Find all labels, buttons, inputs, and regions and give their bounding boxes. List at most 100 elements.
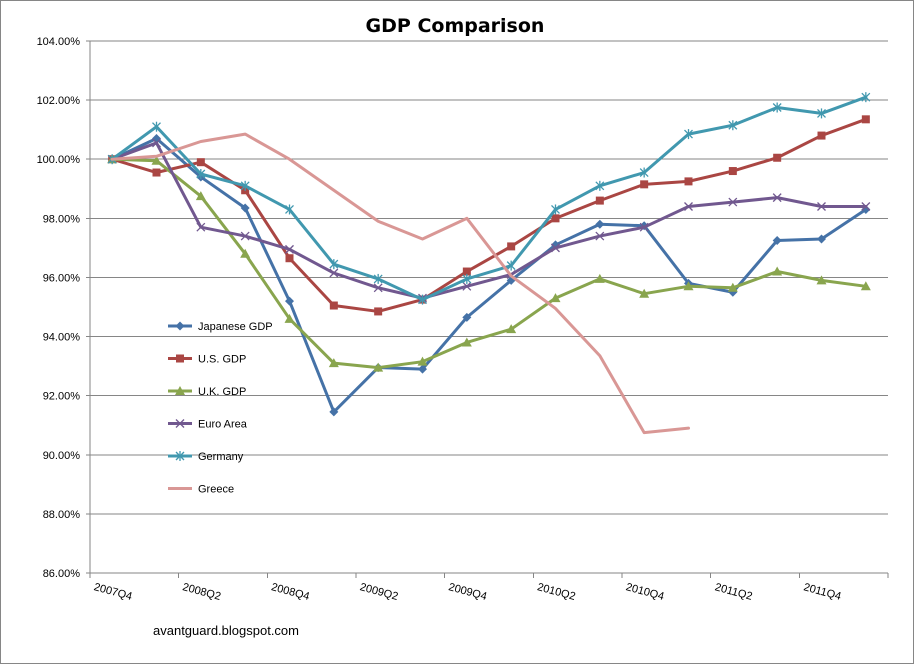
y-tick-label: 94.00% <box>43 332 81 344</box>
data-point-u-s-gdp <box>462 267 471 276</box>
marker-stroke <box>595 231 605 241</box>
marker-stroke <box>240 231 250 241</box>
data-point-japanese-gdp <box>240 203 250 213</box>
marker-stroke <box>373 283 383 293</box>
data-point-japanese-gdp <box>462 312 472 322</box>
x-tick-label: 2009Q2 <box>358 581 399 603</box>
marker-stroke <box>817 202 826 211</box>
plot-area: 86.00% 88.00% 90.00% 92.00% 94.00% 96.00% 98.0… <box>37 36 889 603</box>
data-point-euro-area <box>285 244 294 254</box>
data-point-germany <box>329 259 339 270</box>
x-tick-label: 2010Q4 <box>624 581 665 603</box>
legend-swatch-marker <box>175 419 185 428</box>
data-point-germany <box>152 121 161 132</box>
data-point-japanese-gdp <box>285 296 294 306</box>
legend-swatch-marker <box>176 354 184 363</box>
data-point-euro-area <box>684 202 693 211</box>
data-point-euro-area <box>639 222 649 232</box>
data-point-japanese-gdp <box>329 407 339 417</box>
data-point-u-k-gdp <box>373 362 384 372</box>
data-point-u-k-gdp <box>816 275 827 285</box>
data-point-u-k-gdp <box>151 155 162 165</box>
data-point-germany <box>772 102 782 113</box>
data-point-euro-area <box>196 222 206 232</box>
data-point-u-k-gdp <box>727 282 738 292</box>
x-tick-label: 2010Q2 <box>536 581 577 603</box>
data-point-japanese-gdp <box>595 219 605 229</box>
data-point-u-k-gdp <box>195 191 206 201</box>
data-point-u-k-gdp <box>506 324 517 334</box>
series-line-u-k-gdp <box>110 157 868 370</box>
legend-swatch-marker <box>175 321 185 331</box>
data-point-euro-area <box>817 202 826 211</box>
data-point-u-s-gdp <box>196 158 205 167</box>
series-line-u-s-gdp <box>110 117 868 313</box>
y-tick-label: 96.00% <box>43 272 81 284</box>
chart-title: GDP Comparison <box>366 15 545 37</box>
series-line-greece <box>110 132 690 435</box>
data-point-u-k-gdp <box>461 337 472 347</box>
data-point-euro-area <box>595 231 605 241</box>
data-point-germany <box>595 180 605 191</box>
x-tick-label: 2007Q4 <box>92 581 133 603</box>
y-tick-label: 102.00% <box>37 95 81 107</box>
data-point-u-s-gdp <box>861 115 870 124</box>
x-tick-label: 2009Q4 <box>447 581 488 603</box>
legend: Japanese GDP U.S. GDP U.K. GDP Euro Area Ger… <box>168 321 273 496</box>
data-point-u-k-gdp <box>284 313 295 323</box>
y-tick-label: 100.00% <box>37 154 81 166</box>
data-point-germany <box>861 92 871 103</box>
data-point-germany <box>285 204 294 215</box>
series-euro-area <box>107 138 871 303</box>
data-point-japanese-gdp <box>772 236 782 245</box>
data-point-germany <box>462 273 472 284</box>
data-point-euro-area <box>462 281 472 291</box>
data-point-u-k-gdp <box>639 288 650 298</box>
data-point-germany <box>196 169 206 179</box>
legend-item-u-s-gdp: U.S. GDP <box>168 354 246 366</box>
data-point-u-k-gdp <box>860 281 871 291</box>
data-point-u-s-gdp <box>551 214 560 223</box>
legend-item-u-k-gdp: U.K. GDP <box>168 386 246 398</box>
data-point-u-k-gdp <box>772 266 783 276</box>
data-point-u-s-gdp <box>773 153 782 162</box>
data-point-u-s-gdp <box>595 196 604 205</box>
series-germany <box>107 92 871 305</box>
series-u-s-gdp <box>108 115 870 316</box>
data-point-u-s-gdp <box>684 177 693 186</box>
data-point-germany <box>817 108 826 119</box>
legend-label: U.K. GDP <box>198 386 246 398</box>
legend-swatch-marker <box>175 451 185 461</box>
y-tick-label: 86.00% <box>43 568 81 580</box>
data-point-u-s-gdp <box>507 242 516 251</box>
legend-swatch-marker <box>175 386 185 395</box>
credit-text: avantguard.blogspot.com <box>153 623 299 638</box>
marker-stroke <box>285 244 294 254</box>
data-point-euro-area <box>861 202 871 211</box>
marker-stroke <box>728 197 738 207</box>
y-tick-label: 104.00% <box>37 36 81 48</box>
marker-stroke <box>462 281 472 291</box>
data-point-u-k-gdp <box>240 248 251 258</box>
legend-label: Euro Area <box>198 419 248 431</box>
data-point-euro-area <box>728 197 738 207</box>
marker-stroke <box>196 222 206 232</box>
y-tick-label: 92.00% <box>43 391 81 403</box>
legend-item-greece: Greece <box>168 484 234 496</box>
data-point-euro-area <box>152 138 161 148</box>
data-point-u-k-gdp <box>683 281 694 291</box>
data-point-u-s-gdp <box>374 307 383 316</box>
data-point-u-s-gdp <box>728 167 737 176</box>
data-point-euro-area <box>373 283 383 293</box>
marker-stroke <box>152 138 161 148</box>
data-point-u-s-gdp <box>640 180 649 189</box>
data-point-germany <box>240 180 250 191</box>
marker-stroke <box>772 193 782 203</box>
marker-stroke <box>684 202 693 211</box>
x-tick-label: 2011Q2 <box>714 581 754 603</box>
data-point-euro-area <box>551 243 560 253</box>
data-point-germany <box>418 294 427 305</box>
data-point-u-k-gdp <box>417 356 428 366</box>
